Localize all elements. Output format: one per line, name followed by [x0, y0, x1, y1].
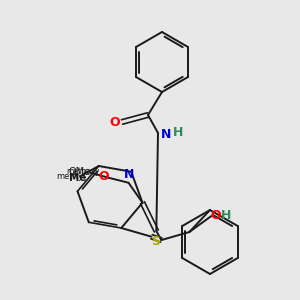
- Text: H: H: [173, 125, 183, 139]
- Text: Me: Me: [69, 173, 86, 183]
- Text: O: O: [210, 208, 220, 222]
- Text: N: N: [124, 168, 134, 181]
- Text: methyl: methyl: [56, 172, 86, 182]
- Text: S: S: [151, 235, 160, 248]
- Text: O: O: [98, 170, 109, 183]
- Text: methoxy: methoxy: [66, 167, 99, 176]
- Text: O: O: [110, 116, 120, 130]
- Text: OMe: OMe: [68, 167, 91, 177]
- Text: H: H: [221, 208, 232, 222]
- Text: N: N: [161, 128, 171, 140]
